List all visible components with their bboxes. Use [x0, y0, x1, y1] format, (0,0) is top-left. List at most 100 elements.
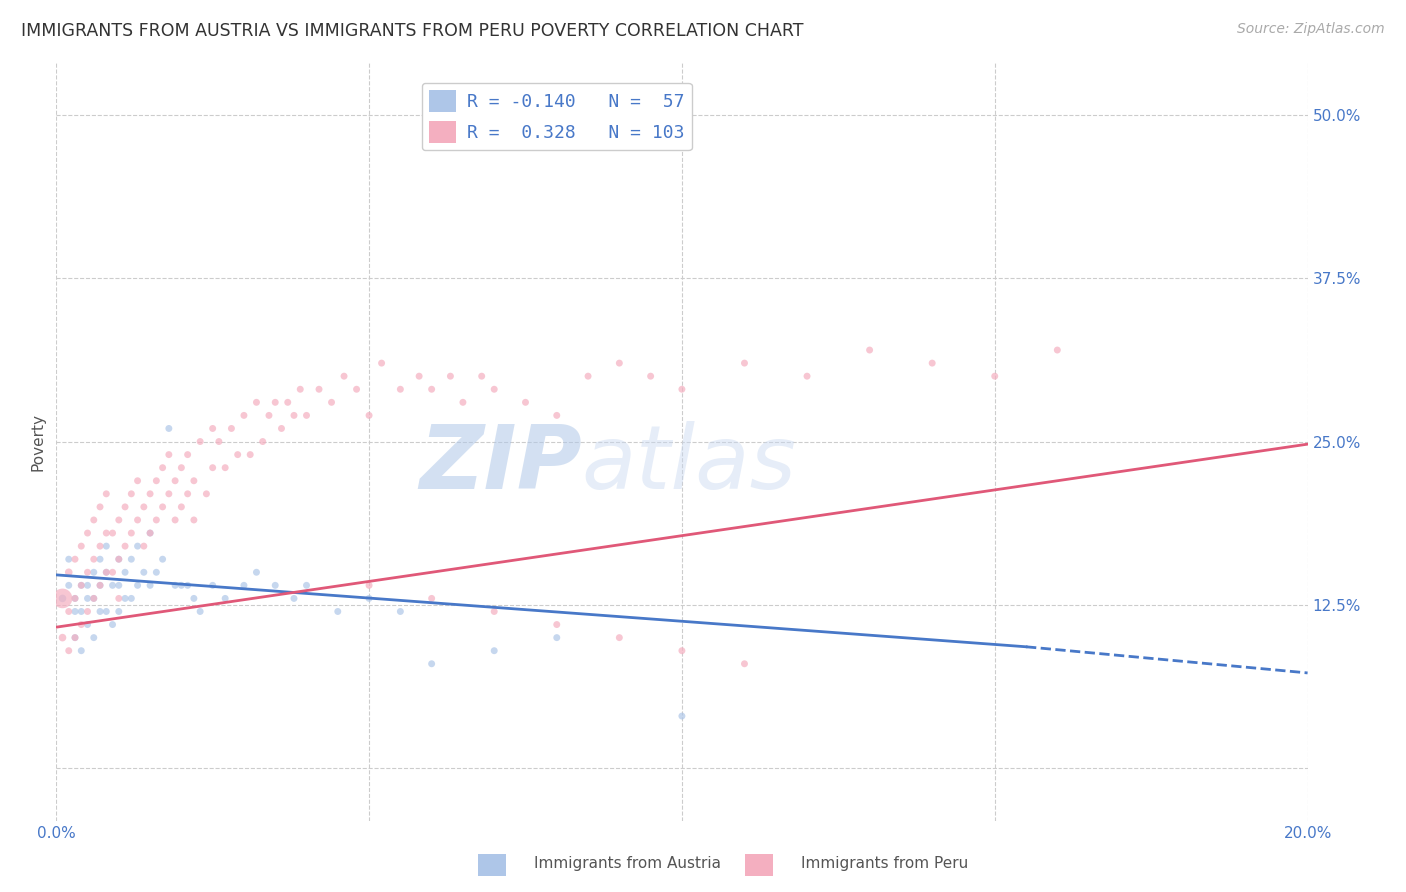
Point: [70, 539, 93, 553]
Point: [76, 578, 98, 592]
Point: [96, 539, 118, 553]
Point: [515, 395, 537, 409]
Point: [83, 631, 105, 645]
Point: [152, 500, 174, 514]
Point: [420, 657, 443, 671]
Point: [208, 434, 231, 449]
Point: [120, 552, 142, 566]
Point: [176, 448, 198, 462]
Point: [264, 578, 287, 592]
Point: [157, 421, 180, 435]
Point: [157, 487, 180, 501]
Point: [101, 526, 124, 541]
Point: [389, 605, 412, 619]
Point: [152, 460, 174, 475]
Point: [96, 566, 118, 580]
Point: [734, 657, 756, 671]
Text: ZIP: ZIP: [419, 421, 582, 508]
Point: [277, 395, 299, 409]
Point: [170, 500, 193, 514]
Point: [76, 566, 98, 580]
Point: [484, 643, 506, 657]
Point: [671, 643, 693, 657]
Point: [108, 605, 131, 619]
Point: [195, 487, 218, 501]
Point: [333, 369, 356, 384]
Point: [295, 578, 318, 592]
Point: [83, 591, 105, 606]
Point: [63, 591, 86, 606]
Point: [370, 356, 392, 370]
Point: [120, 526, 142, 541]
Point: [58, 566, 80, 580]
Point: [188, 434, 211, 449]
Point: [63, 631, 86, 645]
Point: [346, 382, 368, 396]
Point: [58, 643, 80, 657]
Point: [157, 448, 180, 462]
Point: [96, 526, 118, 541]
Point: [1046, 343, 1069, 357]
Point: [389, 382, 412, 396]
Point: [176, 578, 198, 592]
Point: [290, 382, 312, 396]
Point: [226, 448, 249, 462]
Point: [89, 605, 111, 619]
Point: [183, 513, 205, 527]
Point: [359, 591, 381, 606]
Point: [245, 566, 267, 580]
Point: [70, 643, 93, 657]
Point: [165, 513, 187, 527]
Point: [408, 369, 430, 384]
Legend: R = -0.140   N =  57, R =  0.328   N = 103: R = -0.140 N = 57, R = 0.328 N = 103: [422, 83, 692, 151]
Point: [127, 578, 149, 592]
Text: atlas: atlas: [582, 421, 797, 508]
Point: [252, 434, 274, 449]
Point: [214, 591, 236, 606]
Point: [165, 474, 187, 488]
Point: [170, 460, 193, 475]
Point: [83, 513, 105, 527]
Point: [984, 369, 1007, 384]
Point: [609, 356, 631, 370]
Point: [114, 500, 136, 514]
Point: [176, 487, 198, 501]
Point: [283, 409, 305, 423]
Point: [283, 591, 305, 606]
Point: [183, 474, 205, 488]
Point: [132, 566, 155, 580]
Text: Immigrants from Austria: Immigrants from Austria: [534, 856, 721, 871]
Point: [257, 409, 280, 423]
Point: [921, 356, 943, 370]
Text: Source: ZipAtlas.com: Source: ZipAtlas.com: [1237, 22, 1385, 37]
Point: [359, 409, 381, 423]
Point: [671, 709, 693, 723]
Point: [221, 421, 243, 435]
Point: [214, 460, 236, 475]
Point: [165, 578, 187, 592]
Text: IMMIGRANTS FROM AUSTRIA VS IMMIGRANTS FROM PERU POVERTY CORRELATION CHART: IMMIGRANTS FROM AUSTRIA VS IMMIGRANTS FR…: [21, 22, 804, 40]
Point: [308, 382, 330, 396]
Point: [89, 539, 111, 553]
Point: [201, 460, 224, 475]
Point: [96, 605, 118, 619]
Point: [420, 591, 443, 606]
Point: [439, 369, 461, 384]
Point: [139, 487, 162, 501]
Point: [451, 395, 474, 409]
Point: [609, 631, 631, 645]
Point: [139, 526, 162, 541]
Text: Immigrants from Peru: Immigrants from Peru: [801, 856, 969, 871]
Point: [201, 421, 224, 435]
Point: [70, 617, 93, 632]
Point: [108, 513, 131, 527]
Point: [76, 591, 98, 606]
Point: [546, 631, 568, 645]
Point: [51, 591, 73, 606]
Point: [420, 382, 443, 396]
Point: [63, 552, 86, 566]
Point: [76, 605, 98, 619]
Point: [546, 409, 568, 423]
Point: [96, 566, 118, 580]
Point: [183, 591, 205, 606]
